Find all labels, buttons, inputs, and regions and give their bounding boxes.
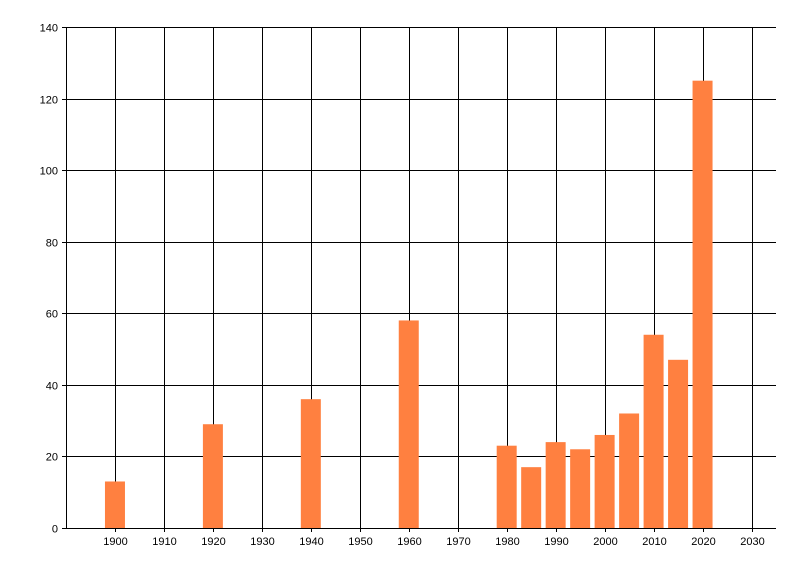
bar bbox=[202, 424, 223, 528]
bar bbox=[643, 334, 664, 528]
bar bbox=[570, 449, 591, 528]
x-tick-label: 1980 bbox=[495, 536, 519, 548]
bar bbox=[594, 434, 615, 528]
x-tick-label: 2030 bbox=[740, 536, 764, 548]
x-tick-label: 1990 bbox=[544, 536, 568, 548]
bar bbox=[692, 80, 713, 528]
x-tick-label: 1900 bbox=[103, 536, 127, 548]
bar bbox=[545, 442, 566, 528]
y-tick-label: 80 bbox=[46, 238, 58, 250]
y-tick-label: 140 bbox=[40, 23, 58, 35]
x-tick-label: 1940 bbox=[299, 536, 323, 548]
bar bbox=[104, 481, 125, 528]
x-tick-label: 2020 bbox=[691, 536, 715, 548]
bar bbox=[668, 359, 689, 528]
y-tick-label: 120 bbox=[40, 95, 58, 107]
x-tick-label: 1930 bbox=[250, 536, 274, 548]
bar bbox=[496, 445, 517, 528]
x-tick-label: 1960 bbox=[397, 536, 421, 548]
x-tick-label: 1950 bbox=[348, 536, 372, 548]
bar bbox=[619, 413, 640, 528]
y-tick-label: 20 bbox=[46, 452, 58, 464]
y-tick-label: 0 bbox=[52, 524, 58, 536]
bar bbox=[398, 320, 419, 528]
bar bbox=[300, 399, 321, 528]
y-tick-label: 60 bbox=[46, 309, 58, 321]
y-tick-label: 100 bbox=[40, 166, 58, 178]
x-tick-label: 1970 bbox=[446, 536, 470, 548]
bar bbox=[521, 467, 542, 528]
x-tick-label: 1920 bbox=[201, 536, 225, 548]
x-tick-label: 2010 bbox=[642, 536, 666, 548]
x-tick-label: 1910 bbox=[152, 536, 176, 548]
y-tick-label: 40 bbox=[46, 381, 58, 393]
x-tick-label: 2000 bbox=[593, 536, 617, 548]
